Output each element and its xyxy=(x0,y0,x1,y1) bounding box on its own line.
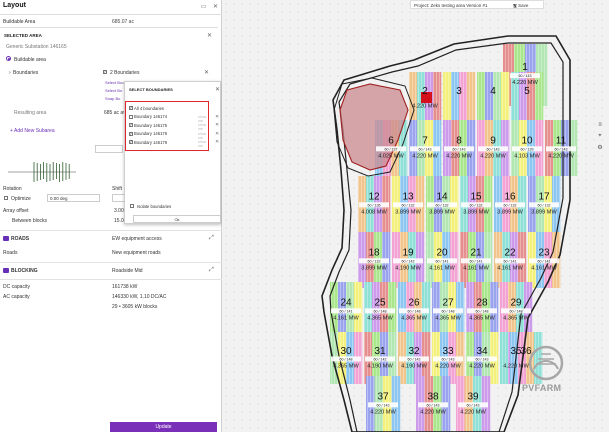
boundary-label[interactable]: Boundary 146175 xyxy=(134,122,168,128)
layers-icon[interactable]: ≡ xyxy=(598,122,602,128)
map-canvas[interactable] xyxy=(222,0,609,432)
panel-title: Layout xyxy=(3,2,26,9)
boundaries-list: All 4 boundaries Boundary 146174 show me ✕… xyxy=(125,101,219,151)
boundary-show-link[interactable]: show me xyxy=(198,114,207,123)
popup-title: SELECT BOUNDARIES xyxy=(129,87,173,92)
boundaries-label: Boundaries xyxy=(13,70,39,76)
close-icon[interactable]: ✕ xyxy=(212,4,218,10)
minimize-icon[interactable]: ▭ xyxy=(200,4,207,10)
logo-text: PVFARM xyxy=(522,383,562,393)
panel-header: Layout ▭ ✕ xyxy=(0,0,222,15)
boundaries-value: 2 Boundaries xyxy=(110,70,140,76)
roads-type-value: New equipment roads xyxy=(112,250,161,256)
buildable-area-radio[interactable] xyxy=(6,56,11,61)
optimize-label: Optimize xyxy=(11,196,31,202)
project-title: Project: Zeks testing area Version #1 xyxy=(414,2,488,8)
boundary-remove-icon[interactable]: ✕ xyxy=(215,130,220,137)
isolate-boundaries-checkbox[interactable] xyxy=(130,204,134,208)
boundary-checkbox[interactable] xyxy=(129,122,133,127)
dc-capacity-value: 161738 kW xyxy=(112,284,138,290)
ac-capacity-value: 146330 kW, 1.10 DC/AC xyxy=(112,294,167,300)
boundary-label[interactable]: Boundary 146179 xyxy=(134,139,168,145)
all-boundaries-label[interactable]: All 4 boundaries xyxy=(134,105,165,111)
buildable-area-value: 685.07 ac xyxy=(112,19,134,25)
settings-icon[interactable]: ⚙ xyxy=(597,145,603,151)
boundary-show-link[interactable]: show me xyxy=(198,140,207,148)
roads-title: ROADS xyxy=(11,236,30,242)
rack-preview xyxy=(8,162,76,182)
between-blocks-label: Between blocks xyxy=(12,218,48,224)
array-offset-value: 3.000 xyxy=(114,208,127,214)
ruler-icon[interactable]: ⌖ xyxy=(598,133,602,139)
blocking-badge xyxy=(3,268,9,273)
blocks-summary: 29 • 3605 kW blocks xyxy=(112,304,158,310)
boundary-label[interactable]: Boundary 146174 xyxy=(134,114,168,119)
clear-boundaries-icon[interactable]: ✕ xyxy=(204,70,210,76)
top-bar: Project: Zeks testing area Version #1 🖫 … xyxy=(410,0,544,9)
add-subarea-button[interactable]: + Add New Subarea xyxy=(10,128,55,134)
all-boundaries-checkbox[interactable] xyxy=(129,105,133,110)
blocking-value: Roadside Mid xyxy=(112,268,143,274)
blocking-title: BLOCKING xyxy=(11,268,38,274)
isolate-boundaries-label: Isolate boundaries xyxy=(137,204,172,209)
snap-boundaries-link[interactable]: Snap Bo xyxy=(105,96,121,101)
rotation-input[interactable]: 0.00 deg xyxy=(47,194,100,202)
update-button[interactable]: Update xyxy=(110,422,217,432)
roads-label: Roads xyxy=(3,250,18,256)
optimize-checkbox[interactable] xyxy=(4,196,8,200)
between-blocks-value: 15.00 xyxy=(114,218,127,224)
ok-button[interactable]: Ok xyxy=(133,215,221,223)
area-input-stub[interactable] xyxy=(95,145,123,153)
boundary-checkbox[interactable] xyxy=(129,139,133,144)
selected-area-section xyxy=(0,27,218,157)
substation-name: Generic Substation 146165 xyxy=(6,44,67,50)
boundary-remove-icon[interactable]: ✕ xyxy=(215,113,220,120)
dc-capacity-label: DC capacity xyxy=(3,284,30,290)
roads-value: EW equipment access xyxy=(112,236,162,242)
selected-area-title: SELECTED AREA xyxy=(4,33,42,38)
blocking-expand-icon[interactable]: ⤢ xyxy=(209,267,214,273)
boundary-show-link[interactable]: show me xyxy=(198,131,207,140)
roads-badge xyxy=(3,236,9,241)
boundary-remove-icon[interactable]: ✕ xyxy=(215,122,220,128)
collapse-icon[interactable]: ✕ xyxy=(207,33,213,39)
expand-icon[interactable]: › xyxy=(9,70,11,76)
array-offset-label: Array offset xyxy=(3,208,29,214)
boundary-checkbox[interactable] xyxy=(129,114,133,119)
buildable-area-option[interactable]: Buildable area xyxy=(14,57,46,63)
roads-expand-icon[interactable]: ⤢ xyxy=(209,235,214,241)
boundary-remove-icon[interactable]: ✕ xyxy=(215,139,220,145)
buildable-area-label: Buildable Area xyxy=(3,19,36,25)
boundary-show-link[interactable]: show me xyxy=(198,123,207,131)
resulting-area-label: Resulting area xyxy=(14,110,47,116)
save-button[interactable]: 🖫 Save xyxy=(513,2,541,9)
boundary-label[interactable]: Boundary 146176 xyxy=(134,131,168,136)
save-label: Save xyxy=(518,2,529,8)
ac-capacity-label: AC capacity xyxy=(3,294,30,300)
select-boundaries-link-2[interactable]: Select Bo xyxy=(105,88,123,93)
shift-label: Shift xyxy=(112,186,123,192)
resulting-area-value: 685 ac avai xyxy=(104,110,130,116)
buildable-area-row: Buildable Area 685.07 ac xyxy=(0,17,222,26)
select-boundaries-popup: SELECT BOUNDARIES ✕ All 4 boundaries Bou… xyxy=(124,81,221,224)
popup-close-icon[interactable]: ✕ xyxy=(215,87,221,93)
save-icon: 🖫 xyxy=(513,2,517,8)
boundaries-checkbox[interactable] xyxy=(103,69,107,74)
map-controls: ≡ ⌖ ⚙ xyxy=(596,122,605,155)
boundary-checkbox[interactable] xyxy=(129,131,133,136)
rotation-label: Rotation xyxy=(3,186,22,192)
